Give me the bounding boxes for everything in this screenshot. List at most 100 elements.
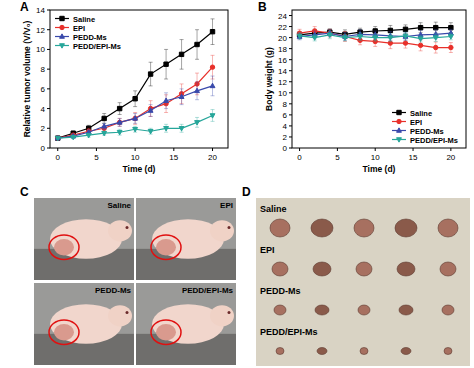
tumor [438,219,458,237]
y-tick-label: 20 [278,34,287,43]
error-bar [449,43,453,53]
y-tick [47,49,50,50]
marker [403,41,407,45]
tumor [156,239,176,255]
y-tick-label: 0 [41,144,46,153]
error-bar [313,34,317,41]
photo [136,198,236,280]
tumor-circle [49,235,79,260]
error-bar [133,114,137,124]
tumor [54,239,74,255]
legend-label: PEDD-Ms [410,127,444,136]
tumor [356,262,372,276]
marker [179,127,184,131]
y-tick [47,10,50,11]
error-bar [118,129,122,135]
y-tick [47,108,50,109]
marker [403,34,408,38]
legend-marker [60,34,65,38]
tumor [313,262,331,276]
tumor [274,305,286,315]
error-bar [298,33,302,40]
y-tick [289,15,292,16]
marker [418,37,423,41]
marker [102,124,107,128]
marker [148,72,152,76]
chart: B05101520024681012141618202224Time (d)Bo… [258,0,466,174]
tumor-circle [151,320,181,345]
panel-letter: B [258,0,267,14]
x-tick [173,148,174,151]
marker [358,35,363,39]
x-tick-label: 5 [335,153,340,162]
marker [117,106,121,110]
marker [195,42,199,46]
y-tick-label: 4 [283,122,288,131]
y-tick-label: 8 [41,65,46,74]
marker [148,129,153,133]
marker [148,108,153,112]
marker [418,25,422,29]
y-tick [289,81,292,82]
y-tick-label: 2 [41,124,46,133]
tumor [444,348,452,355]
marker [117,120,122,124]
error-bar [358,33,362,41]
marker [56,136,60,140]
x-tick [413,148,414,151]
error-bar [419,35,423,42]
marker [449,45,453,49]
legend-marker [60,16,64,20]
y-tick [289,103,292,104]
series-line [58,115,213,138]
legend-label: PEDD-Ms [73,33,107,42]
legend-label: Saline [410,109,432,118]
y-tick-label: 16 [278,56,287,65]
error-bar [102,131,106,135]
error-bar [118,118,122,126]
x-tick [96,148,97,151]
row-label: Saline [260,204,287,214]
marker [210,65,214,69]
x-tick-label: 20 [208,153,217,162]
marker [434,25,438,29]
marker [433,36,438,40]
legend-label: EPI [73,24,85,33]
photo-label: Saline [107,201,131,210]
x-tick-label: 5 [94,153,99,162]
x-axis-label: Time (d) [123,164,156,174]
marker [179,52,183,56]
x-tick [135,148,136,151]
tumor-circle [151,235,181,260]
marker [133,116,138,120]
y-axis-label: Body weight (g) [264,47,274,111]
x-tick [57,148,58,151]
error-bar [180,40,184,70]
mouse-head [210,220,234,241]
marker [102,131,107,135]
legend: SalineEPIPEDD-MsPEDD/EPI-Ms [392,109,458,145]
marker [373,36,378,40]
marker [117,120,121,124]
error-bar [180,124,184,132]
marker [434,45,438,49]
error-bar [180,89,184,105]
marker [388,36,393,40]
error-bar [449,33,453,40]
legend-marker [60,44,65,48]
error-bar [403,33,407,41]
x-tick [337,148,338,151]
y-tick [289,70,292,71]
error-bar [403,32,407,40]
error-bar [373,34,377,41]
marker [71,135,76,139]
marker [133,97,137,101]
error-bar [195,117,199,127]
panel-letter: C [20,185,29,199]
marker [210,29,214,33]
legend-label: EPI [410,118,422,127]
error-bar [195,30,199,60]
y-tick [289,114,292,115]
mouse-eye [126,311,129,314]
photo [34,283,134,365]
